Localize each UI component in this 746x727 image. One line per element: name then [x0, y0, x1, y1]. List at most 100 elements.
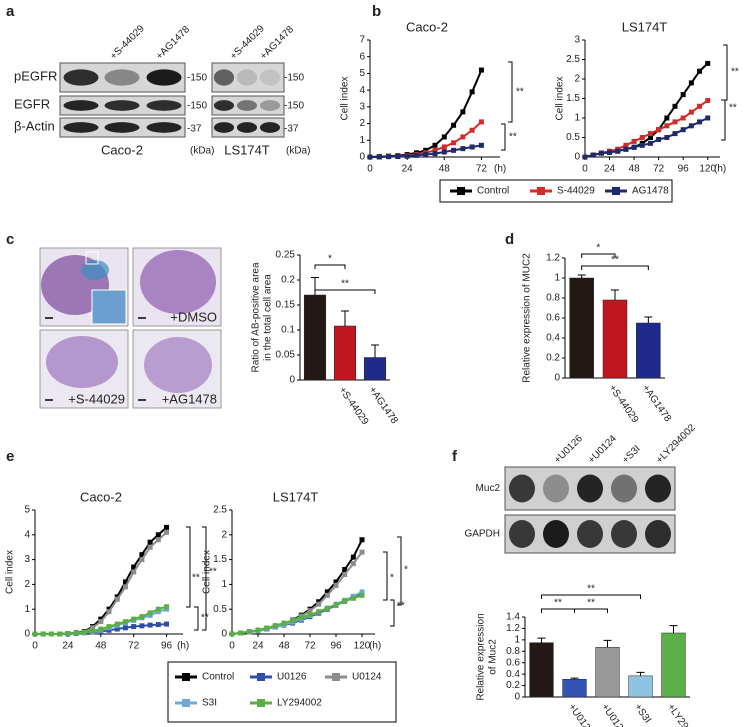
point-marker [229, 631, 235, 637]
blot-dot [577, 474, 603, 503]
y-tick-label: 4 [359, 85, 365, 96]
y-tick-label: 1.5 [213, 554, 227, 565]
point-marker [656, 136, 662, 142]
point-marker [90, 625, 96, 631]
sig-bracket [390, 599, 395, 627]
error-bar [570, 677, 579, 680]
x-tick-label: 72 [128, 641, 140, 652]
blot-band [236, 69, 258, 86]
y-tick-label: 0 [359, 152, 365, 163]
panel-label: b [372, 3, 381, 20]
blot-band [213, 69, 235, 86]
point-marker [647, 135, 653, 140]
y-tick-label: 0 [554, 373, 560, 384]
legend-marker [182, 673, 190, 681]
y-axis-label: Cell index [5, 550, 16, 594]
point-marker [359, 549, 365, 555]
point-marker [147, 610, 153, 616]
panel-label: f [452, 448, 458, 465]
x-tick-label: 96 [678, 164, 690, 175]
y-tick-label: 0.1 [281, 325, 295, 336]
point-marker [238, 630, 244, 636]
y-tick-label: 0.15 [276, 300, 296, 311]
point-marker [65, 631, 71, 637]
point-marker [48, 631, 54, 637]
sig-bracket [581, 265, 649, 270]
point-marker [688, 80, 694, 86]
point-marker [359, 537, 365, 543]
point-marker [281, 620, 287, 626]
legend-marker [257, 673, 265, 681]
legend-label: U0126 [277, 672, 307, 683]
point-marker [478, 119, 484, 125]
y-tick-label: 2 [221, 529, 227, 540]
point-marker [688, 123, 694, 129]
y-axis-label: Cell index [555, 77, 566, 121]
point-marker [32, 631, 38, 637]
legend-marker [182, 699, 190, 707]
y-tick-label: 0.4 [506, 669, 520, 680]
panel-label: e [6, 448, 14, 465]
point-marker [680, 115, 686, 121]
point-marker [114, 626, 120, 632]
point-marker [155, 622, 161, 628]
x-tick-label: +U0126 [566, 702, 596, 727]
panel-label: a [6, 3, 15, 20]
sig-label: * [328, 254, 332, 265]
point-marker [451, 140, 457, 146]
x-tick-label: 72 [476, 164, 488, 175]
bar [303, 294, 327, 381]
blot-row-label: EGFR [14, 96, 50, 111]
x-tick-label: +S-44029 [336, 385, 370, 427]
point-marker [255, 627, 261, 633]
cell-cluster [144, 337, 212, 393]
cell-cluster [140, 250, 216, 314]
point-marker [590, 152, 596, 158]
point-marker [155, 532, 161, 538]
point-marker [705, 115, 711, 121]
y-tick-label: 0.5 [213, 604, 227, 615]
x-tick-label: 24 [402, 164, 414, 175]
point-marker [122, 579, 128, 585]
micrograph-label: +DMSO [170, 309, 217, 324]
blot-dot [645, 520, 671, 548]
point-marker [705, 60, 711, 66]
sig-bracket [581, 253, 616, 258]
y-tick-label: 0 [24, 629, 30, 640]
point-marker [647, 140, 653, 146]
y-tick-label: 4 [24, 529, 30, 540]
blot-row-label: β-Actin [14, 118, 55, 133]
y-tick-label: 3 [574, 35, 580, 46]
kda-marker: -37 [284, 124, 299, 135]
micrographs-c [39, 247, 222, 409]
point-marker [324, 605, 330, 611]
series-line [584, 99, 709, 158]
y-tick-label: 3 [24, 554, 30, 565]
point-marker [333, 579, 339, 585]
bar [595, 647, 620, 698]
blot-band [236, 100, 258, 111]
point-marker [441, 134, 447, 140]
blot-band [259, 69, 281, 86]
y-tick-label: 1.2 [506, 623, 520, 634]
sig-bracket [202, 526, 207, 631]
legend-marker [612, 187, 620, 195]
chart-title: LS174T [622, 19, 668, 34]
point-marker [57, 631, 63, 637]
sig-bracket [508, 61, 513, 123]
x-tick-label: 0 [229, 641, 235, 652]
sig-label: * [404, 565, 408, 576]
point-marker [131, 624, 137, 630]
sig-bracket [574, 608, 608, 613]
point-marker [316, 609, 322, 615]
y-tick-label: 2.5 [213, 505, 227, 516]
point-marker [131, 564, 137, 570]
sig-label: ** [731, 67, 739, 78]
point-marker [342, 571, 348, 577]
point-marker [122, 584, 128, 590]
x-tick-label: 96 [330, 641, 342, 652]
legend-label: Control [202, 672, 234, 683]
x-axis-label: (h) [494, 164, 506, 175]
sig-bracket [397, 536, 402, 606]
legend-marker [457, 187, 465, 195]
